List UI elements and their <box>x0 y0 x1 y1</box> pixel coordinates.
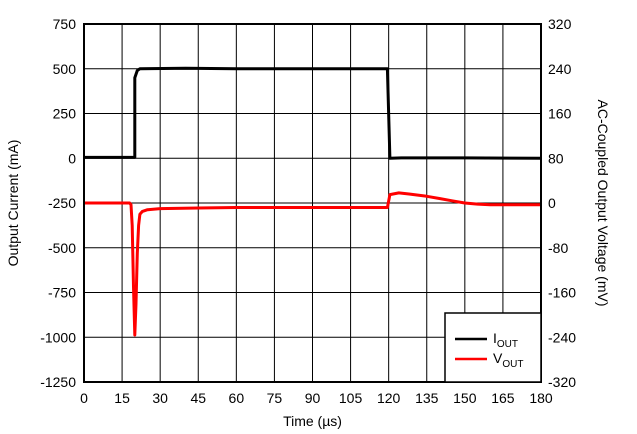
x-tick-label: 15 <box>114 390 130 406</box>
series-layer <box>84 66 542 337</box>
y-left-tick-label: 0 <box>68 150 76 166</box>
legend-subscript-iout: OUT <box>497 339 518 350</box>
x-tick-label: 105 <box>339 390 363 406</box>
x-axis-title: Time (µs) <box>283 413 342 429</box>
y-left-tick-label: 750 <box>53 16 77 32</box>
y-right-tick-label: -80 <box>548 240 568 256</box>
legend-name-vout: V <box>493 350 503 366</box>
x-tick-label: 150 <box>453 390 477 406</box>
y-right-tick-label: -240 <box>548 329 576 345</box>
x-tick-label: 165 <box>491 390 515 406</box>
series-line-vout <box>84 191 541 337</box>
x-tick-label: 75 <box>267 390 283 406</box>
y-left-tick-label: 500 <box>53 61 77 77</box>
y-right-tick-label: -160 <box>548 285 576 301</box>
x-tick-labels: 0 15 30 45 60 75 90 105 120 135 150 165 180 <box>80 390 553 406</box>
y-left-tick-label: -250 <box>48 195 76 211</box>
x-tick-label: 0 <box>80 390 88 406</box>
legend-label-vout: VOUT <box>493 350 523 370</box>
legend-name-iout: I <box>493 330 497 346</box>
legend-box <box>444 312 542 383</box>
plot-frame <box>83 23 542 383</box>
x-tick-label: 45 <box>190 390 206 406</box>
x-tick-label: 180 <box>529 390 553 406</box>
y-left-axis-title: Output Current (mA) <box>5 140 21 267</box>
x-tick-label: 90 <box>305 390 321 406</box>
legend-subscript-vout: OUT <box>502 359 523 370</box>
y-right-tick-label: 240 <box>548 61 572 77</box>
y-left-tick-labels: -1250 -1000 -750 -500 -250 0 250 500 750 <box>40 16 76 390</box>
y-right-tick-label: -320 <box>548 374 576 390</box>
series-line-iout <box>84 66 542 160</box>
legend: IOUT VOUT <box>444 312 542 383</box>
y-left-tick-label: 250 <box>53 106 77 122</box>
x-tick-label: 60 <box>229 390 245 406</box>
y-left-tick-label: -1250 <box>40 374 76 390</box>
y-right-axis-title: AC-Coupled Output Voltage (mV) <box>595 100 611 307</box>
y-left-tick-label: -750 <box>48 285 76 301</box>
y-right-tick-label: 320 <box>548 16 572 32</box>
legend-label-iout: IOUT <box>493 330 518 350</box>
y-left-tick-label: -500 <box>48 240 76 256</box>
y-right-tick-label: 0 <box>548 195 556 211</box>
x-tick-label: 135 <box>415 390 439 406</box>
x-tick-label: 120 <box>377 390 401 406</box>
x-tick-label: 30 <box>152 390 168 406</box>
y-right-tick-label: 160 <box>548 106 572 122</box>
y-right-tick-label: 80 <box>548 150 564 166</box>
y-left-tick-label: -1000 <box>40 329 76 345</box>
y-right-tick-labels: -320 -240 -160 -80 0 80 160 240 320 <box>548 16 576 390</box>
